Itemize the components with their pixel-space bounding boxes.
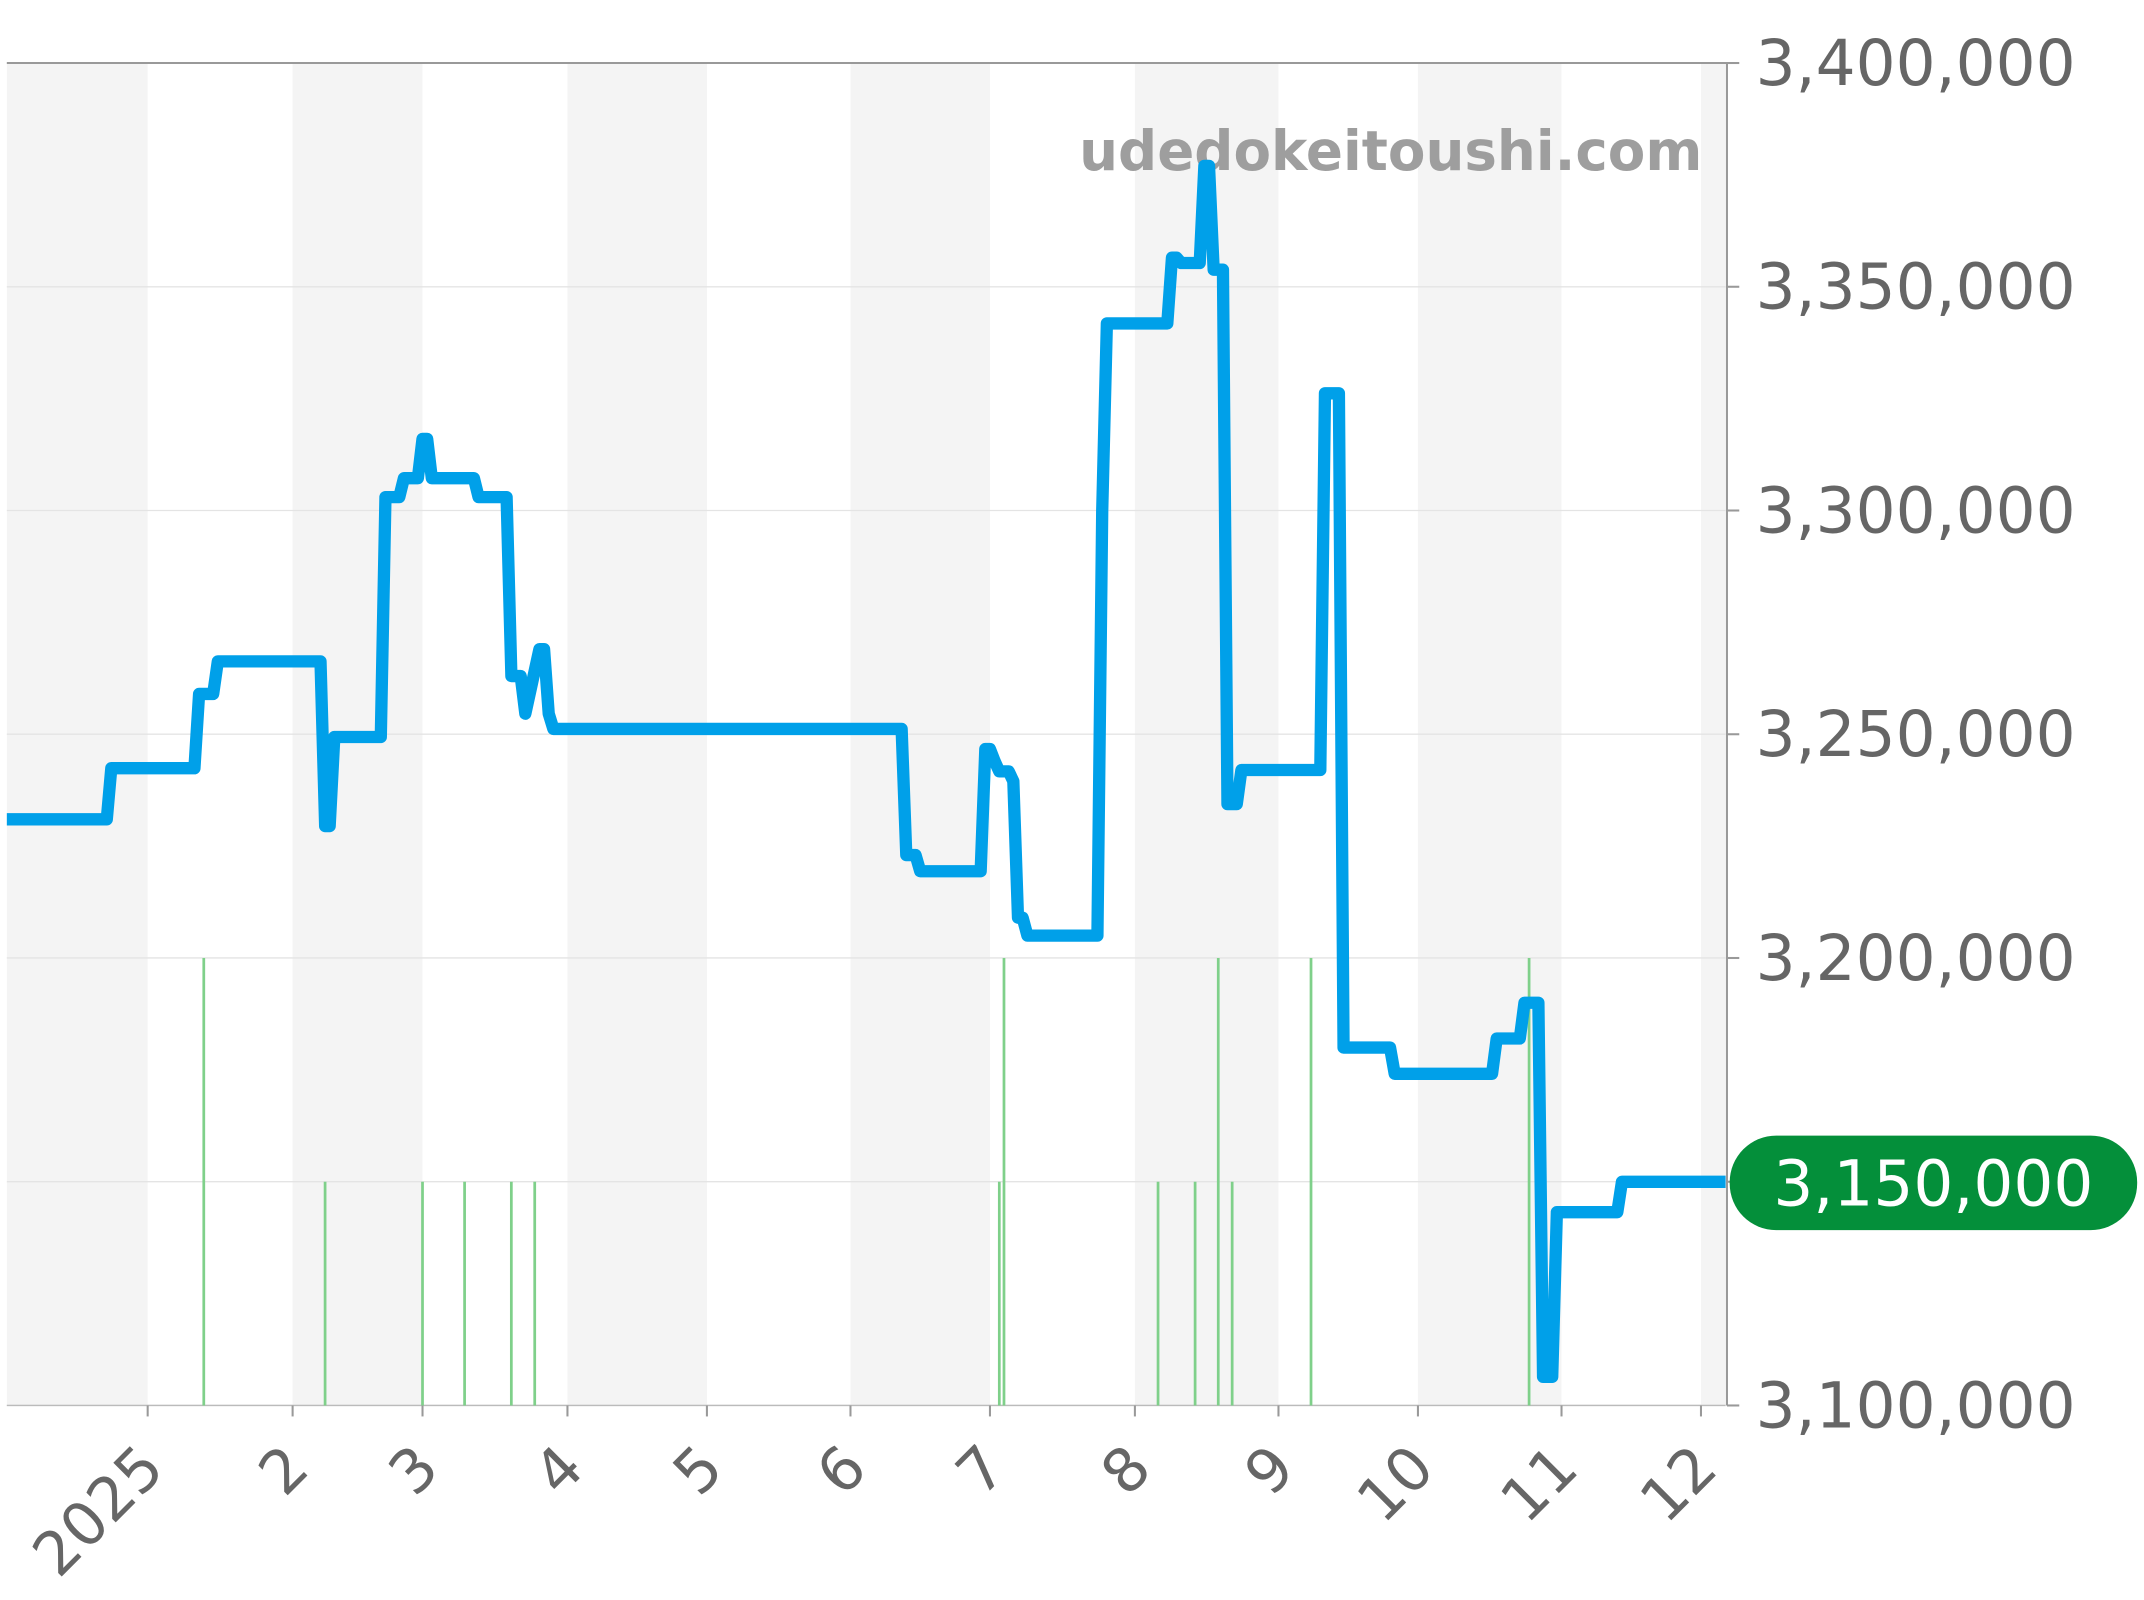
x-tick-label: 12 [1627, 1432, 1731, 1536]
x-tick-label: 9 [1232, 1432, 1309, 1509]
y-tick-label: 3,350,000 [1756, 251, 2076, 324]
x-tick-label: 11 [1488, 1432, 1592, 1536]
y-tick-label: 3,200,000 [1756, 922, 2076, 995]
current-value-badge: 3,150,000 [1729, 1135, 2138, 1231]
y-axis-ticks: 3,100,000 3,200,000 3,250,000 3,300,000 3,35… [1726, 27, 2076, 1442]
watermark: udedokeitoushi.com [1079, 119, 1702, 183]
y-tick-label: 3,400,000 [1756, 27, 2076, 100]
x-tick-label: 3 [376, 1432, 453, 1509]
x-tick-label: 7 [943, 1432, 1020, 1509]
y-tick-label: 3,300,000 [1756, 474, 2076, 547]
y-tick-label: 3,100,000 [1756, 1369, 2076, 1442]
x-tick-label: 2 [246, 1432, 323, 1509]
x-tick-label: 5 [660, 1432, 737, 1509]
marker-bars [202, 957, 1531, 1406]
x-tick-label: 2025 [20, 1432, 178, 1590]
price-line [6, 159, 1726, 1384]
x-tick-label: 10 [1344, 1432, 1448, 1536]
x-axis-ticks: 2025 2 3 4 5 6 7 8 9 10 11 12 [20, 1405, 1731, 1590]
current-value-label: 3,150,000 [1773, 1147, 2093, 1220]
x-tick-label: 8 [1088, 1432, 1165, 1509]
y-tick-label: 3,250,000 [1756, 698, 2076, 771]
x-tick-label: 6 [804, 1432, 881, 1509]
x-tick-label: 4 [521, 1432, 598, 1509]
